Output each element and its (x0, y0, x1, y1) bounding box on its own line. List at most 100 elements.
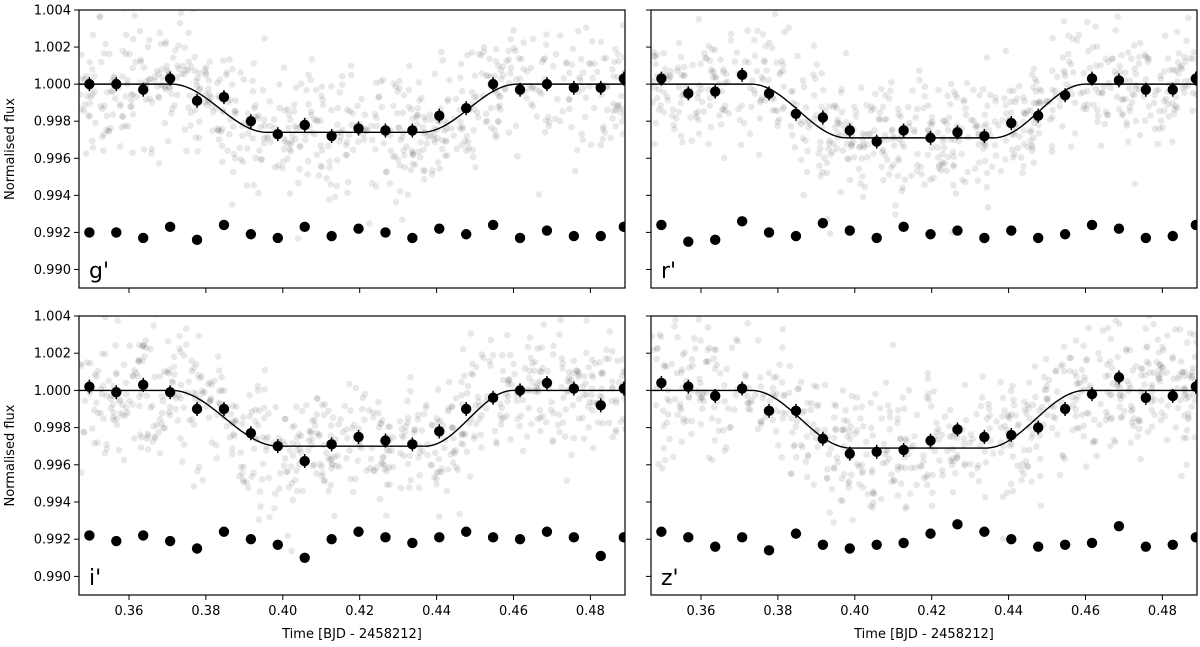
raw-data-point (294, 235, 302, 242)
raw-data-point (953, 454, 960, 462)
binned-data-point (952, 424, 963, 435)
raw-data-point (366, 464, 374, 472)
raw-data-point (1107, 415, 1114, 423)
binned-data-point (138, 379, 149, 391)
raw-data-point (87, 360, 94, 367)
raw-data-point (217, 128, 225, 135)
raw-data-point (1080, 70, 1088, 77)
raw-data-point (1188, 372, 1196, 379)
residual-point (1086, 219, 1098, 231)
raw-data-point (879, 103, 887, 111)
raw-data-point (453, 145, 460, 153)
raw-data-point (313, 429, 321, 437)
raw-data-point (1035, 121, 1042, 129)
raw-data-point (343, 141, 350, 149)
raw-data-point (214, 79, 221, 87)
raw-data-point (1033, 78, 1040, 86)
raw-data-point (563, 60, 570, 67)
raw-data-point (441, 127, 448, 134)
raw-data-point (910, 442, 917, 449)
binned-data-point (514, 385, 526, 396)
raw-data-point (195, 463, 203, 471)
raw-data-point (409, 160, 417, 168)
raw-data-point (180, 62, 187, 70)
binned-data-point (683, 381, 694, 392)
raw-data-point (1032, 88, 1040, 95)
raw-data-point (660, 422, 668, 430)
raw-data-point (401, 152, 408, 159)
raw-data-point (146, 75, 154, 83)
raw-data-point (389, 153, 397, 161)
raw-data-point (737, 141, 745, 149)
raw-data-point (232, 107, 239, 115)
raw-data-point (79, 362, 85, 369)
raw-data-point (79, 75, 85, 83)
raw-data-point (216, 387, 223, 395)
raw-data-point (1148, 381, 1156, 389)
raw-data-point (249, 88, 257, 95)
raw-data-point (540, 321, 547, 328)
raw-data-point (411, 161, 419, 169)
raw-data-point (236, 473, 243, 480)
raw-data-point (321, 400, 329, 408)
raw-data-point (365, 220, 373, 227)
raw-data-point (231, 432, 238, 439)
raw-data-point (886, 408, 894, 415)
raw-data-point (918, 171, 925, 178)
raw-data-point (556, 428, 563, 436)
raw-data-point (196, 118, 203, 125)
raw-data-point (883, 447, 891, 454)
raw-data-point (810, 382, 818, 390)
raw-data-point (318, 147, 326, 154)
raw-data-point (281, 415, 289, 423)
raw-data-point (1020, 162, 1027, 170)
raw-data-point (531, 387, 539, 395)
raw-data-point (559, 419, 567, 426)
raw-data-point (663, 419, 671, 426)
raw-data-point (886, 413, 894, 421)
raw-data-point (842, 49, 850, 57)
raw-data-point (289, 132, 296, 139)
raw-data-point (677, 53, 685, 61)
raw-data-point (307, 108, 315, 115)
raw-data-point (292, 135, 299, 143)
raw-data-point (175, 391, 182, 399)
raw-data-point (177, 348, 184, 356)
raw-data-point (1003, 110, 1010, 117)
raw-data-point (1066, 354, 1073, 362)
raw-data-point (1132, 81, 1140, 89)
raw-data-point (1126, 103, 1133, 111)
residual-point (164, 535, 176, 547)
raw-data-point (497, 93, 504, 100)
raw-data-point (573, 367, 580, 374)
raw-data-point (297, 432, 305, 440)
raw-data-point (532, 383, 540, 391)
raw-data-point (97, 409, 104, 417)
raw-data-point (458, 431, 466, 439)
raw-data-point (491, 127, 498, 134)
raw-data-point (507, 436, 514, 443)
raw-data-point (446, 76, 453, 84)
band-label: z' (661, 566, 679, 591)
raw-data-point (1113, 93, 1121, 101)
raw-data-point (692, 345, 699, 352)
raw-data-point (1079, 89, 1087, 96)
raw-data-point (166, 411, 174, 419)
raw-data-point (79, 469, 85, 476)
raw-data-point (653, 355, 660, 363)
raw-data-point (923, 394, 930, 401)
raw-data-point (517, 412, 525, 420)
x-tick-label: 0.44 (422, 604, 451, 619)
raw-data-point (881, 151, 889, 158)
raw-data-point (587, 141, 595, 148)
raw-data-point (1178, 368, 1186, 376)
binned-data-point (568, 383, 580, 394)
raw-data-point (122, 31, 130, 39)
raw-data-point (313, 151, 321, 158)
raw-data-point (81, 397, 89, 405)
raw-data-point (859, 130, 866, 137)
raw-data-point (1041, 101, 1048, 109)
raw-data-point (613, 102, 621, 109)
raw-data-point (888, 478, 895, 486)
binned-data-point (191, 403, 203, 415)
